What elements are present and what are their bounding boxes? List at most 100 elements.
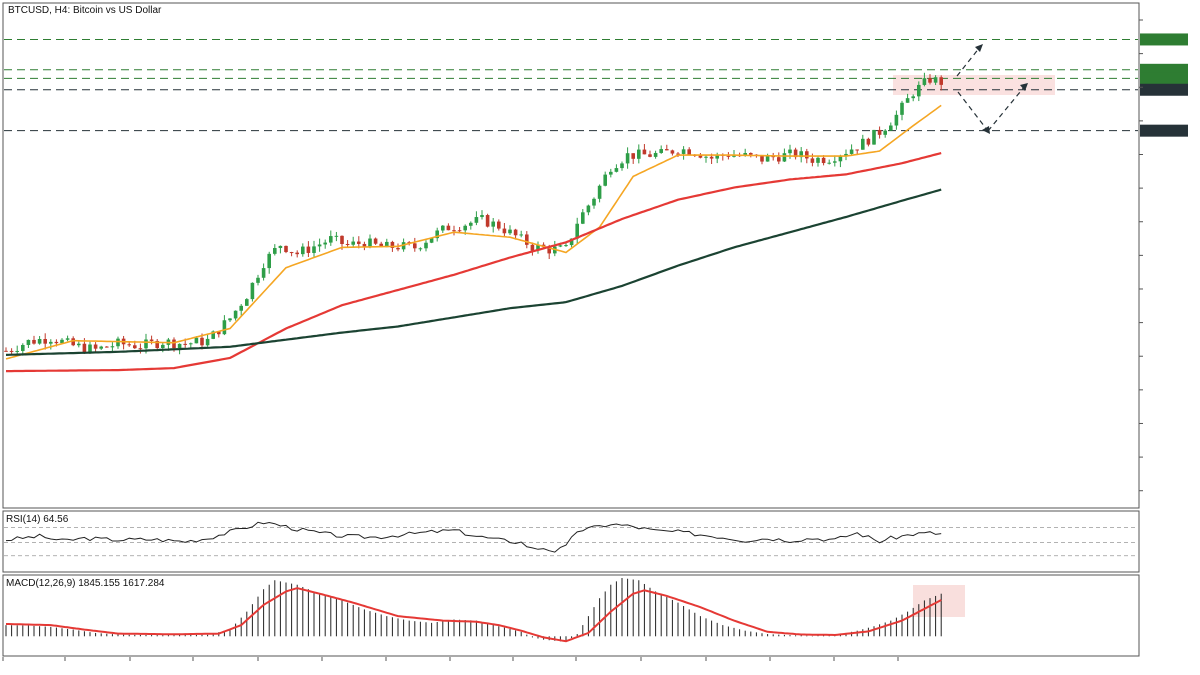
- candle-bull: [161, 344, 165, 349]
- candle-bull: [519, 234, 523, 236]
- candle-bull: [26, 339, 31, 345]
- candle-bull: [911, 96, 915, 99]
- candle-bear: [810, 158, 815, 163]
- candle-bull: [894, 114, 899, 126]
- candle-bear: [665, 149, 669, 151]
- candle-bear: [547, 247, 551, 254]
- candle-bull: [474, 217, 479, 223]
- candle-bear: [485, 215, 490, 227]
- candle-bear: [676, 153, 680, 155]
- candle-bull: [267, 253, 271, 269]
- candle-bull: [110, 346, 115, 348]
- candle-bull: [614, 168, 619, 172]
- candle-bear: [877, 129, 882, 135]
- candle-bull: [245, 299, 249, 306]
- candle-bear: [357, 241, 361, 244]
- candle-bull: [564, 245, 568, 247]
- candle-bull: [205, 338, 210, 346]
- candle-bull: [273, 248, 277, 254]
- macd-indicator: [5, 578, 942, 643]
- candle-bear: [631, 153, 635, 159]
- candle-bear: [513, 229, 518, 236]
- candle-bull: [889, 125, 893, 131]
- candle-bear: [457, 230, 462, 232]
- candle-bear: [749, 152, 753, 155]
- moving-average-line-2: [6, 152, 942, 373]
- candle-bear: [32, 339, 36, 344]
- candle-bear: [396, 247, 400, 250]
- candle-bear: [43, 338, 47, 344]
- candle-bull: [177, 343, 182, 349]
- horizontal-levels: [4, 33, 1188, 137]
- candle-bull: [575, 223, 579, 239]
- candle-bear: [413, 243, 417, 249]
- chart-title: BTCUSD, H4: Bitcoin vs US Dollar: [8, 5, 162, 16]
- candle-bear: [133, 345, 137, 349]
- moving-averages: [5, 104, 942, 373]
- candle-bear: [709, 156, 714, 159]
- candle-bear: [379, 243, 383, 248]
- projection-arrow-rebound: [987, 85, 1026, 132]
- candle-bear: [105, 346, 109, 348]
- candle-bull: [933, 77, 938, 83]
- candle-bull: [418, 248, 423, 250]
- candle-bull: [429, 238, 434, 243]
- candle-bull: [883, 130, 887, 135]
- candle-bull: [609, 171, 613, 175]
- projection-arrows: [956, 46, 1026, 132]
- candle-bull: [480, 215, 484, 218]
- arrowhead-up: [975, 44, 983, 52]
- candle-bull: [323, 242, 327, 245]
- candle-bull: [312, 246, 316, 253]
- candle-bull: [782, 153, 787, 162]
- candle-bull: [799, 151, 803, 158]
- candle-bull: [872, 129, 876, 145]
- candle-bear: [200, 337, 204, 346]
- candle-bull: [788, 149, 792, 154]
- candle-bull: [65, 338, 70, 340]
- candlesticks: [4, 72, 943, 356]
- moving-average-line-3: [5, 188, 942, 356]
- candle-bear: [452, 230, 456, 232]
- candle-bear: [687, 149, 691, 155]
- candle-bear: [805, 151, 809, 159]
- candle-bull: [385, 241, 389, 248]
- candle-bear: [362, 243, 367, 248]
- candle-bull: [334, 235, 339, 237]
- candle-bull: [88, 344, 92, 353]
- macd-signal-line: [6, 587, 942, 643]
- candle-bear: [821, 157, 826, 164]
- candle-bear: [284, 245, 288, 253]
- candle-bear: [525, 234, 529, 245]
- candle-bull: [250, 282, 255, 300]
- moving-average-line-1: [5, 104, 942, 360]
- candle-bull: [239, 305, 243, 311]
- candle-bull: [278, 245, 283, 249]
- candle-bull: [625, 153, 630, 164]
- candle-bull: [435, 230, 439, 239]
- candle-bull: [491, 221, 495, 227]
- candle-bull: [603, 174, 607, 186]
- macd-panel: [2, 574, 1140, 657]
- candle-bull: [441, 225, 445, 231]
- candle-bear: [345, 243, 350, 245]
- candle-bull: [317, 244, 322, 247]
- candle-bear: [93, 344, 98, 349]
- candle-bull: [116, 338, 120, 347]
- candle-bear: [172, 339, 176, 349]
- candle-bull: [144, 339, 148, 349]
- candle-bull: [329, 236, 333, 243]
- level-badge: [1140, 124, 1188, 137]
- candle-bull: [900, 102, 904, 115]
- candle-bull: [99, 346, 103, 349]
- candle-bear: [446, 225, 451, 231]
- level-badge: [1140, 33, 1188, 46]
- candle-bull: [21, 344, 25, 351]
- x-axis-labels: [2, 657, 899, 661]
- candle-bear: [530, 244, 535, 251]
- candle-bull: [620, 163, 624, 169]
- candle-bear: [648, 154, 652, 157]
- projection-arrowheads: [975, 44, 1028, 134]
- rsi-indicator: [4, 521, 1138, 557]
